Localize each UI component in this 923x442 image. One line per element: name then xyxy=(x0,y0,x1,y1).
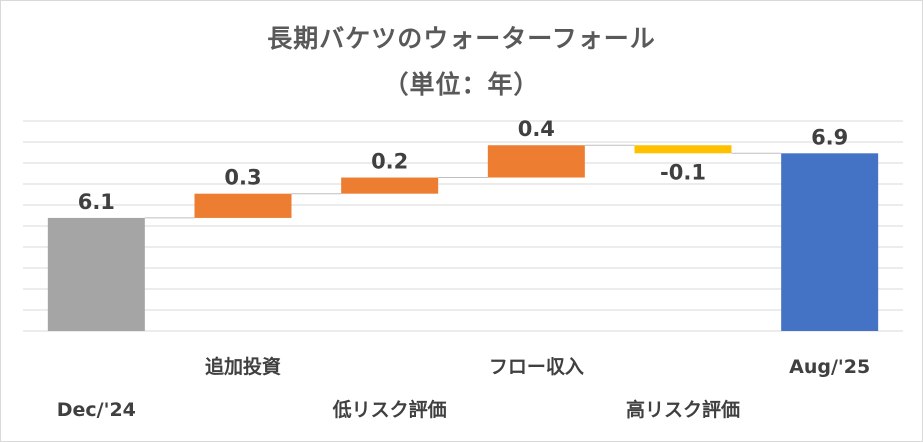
waterfall-bar xyxy=(47,217,145,331)
waterfall-bar xyxy=(487,145,585,178)
category-label: 追加投資 xyxy=(205,355,281,378)
data-label: -0.1 xyxy=(660,160,706,184)
data-label: 0.3 xyxy=(224,166,261,190)
chart-subtitle: （単位：年） xyxy=(383,70,540,99)
data-label: 0.2 xyxy=(371,150,408,174)
category-label: Aug/'25 xyxy=(789,356,870,378)
category-label: 高リスク評価 xyxy=(626,398,740,421)
waterfall-bar xyxy=(194,193,292,218)
category-label: 低リスク評価 xyxy=(332,398,447,421)
data-label: 0.4 xyxy=(518,117,555,141)
chart-title: 長期バケツのウォーターフォール xyxy=(267,24,656,53)
waterfall-bar xyxy=(781,153,879,331)
data-label: 6.1 xyxy=(78,190,115,214)
waterfall-bar xyxy=(341,177,439,194)
data-label: 6.9 xyxy=(811,125,848,149)
category-label: フロー収入 xyxy=(489,356,584,378)
waterfall-bar xyxy=(634,145,732,154)
category-label: Dec/'24 xyxy=(57,399,136,421)
